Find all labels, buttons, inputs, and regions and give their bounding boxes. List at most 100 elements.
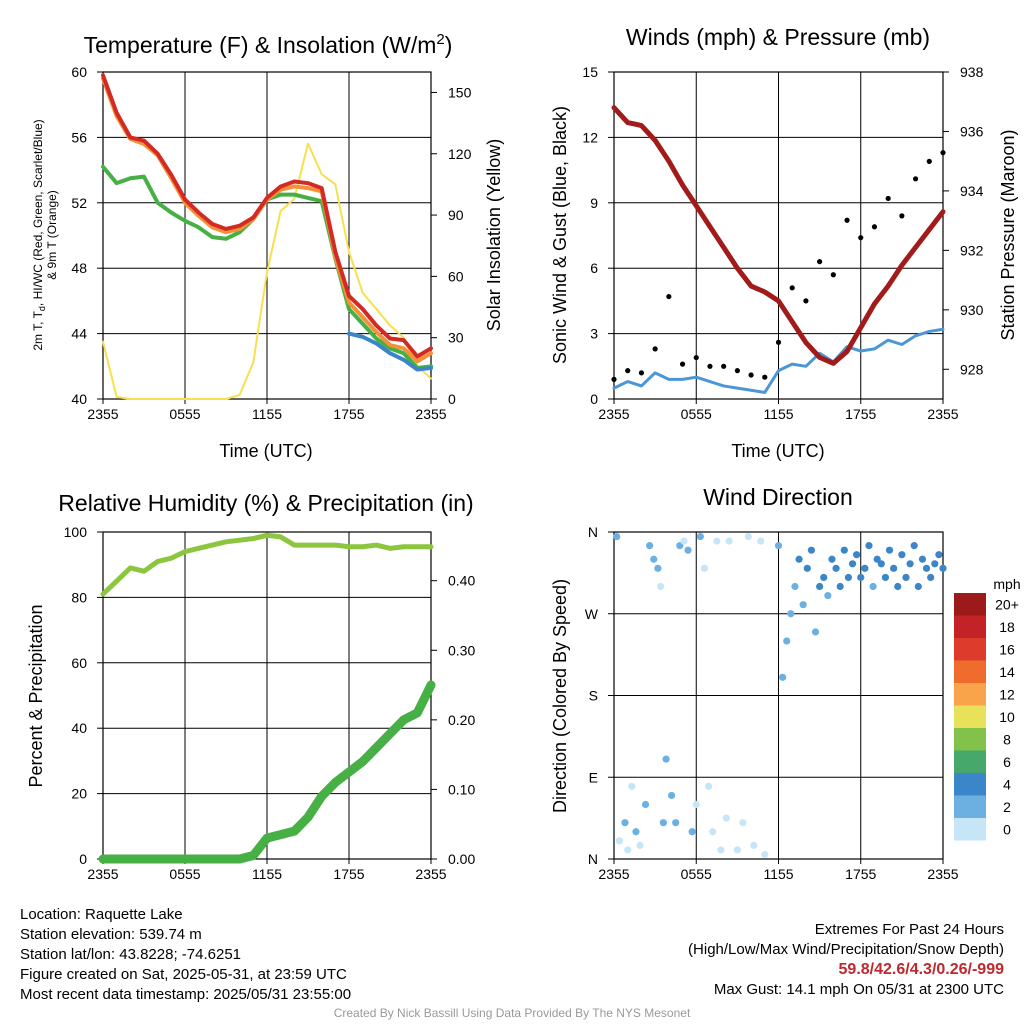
gust-point [789, 285, 795, 291]
direction-point [857, 573, 865, 582]
direction-point [828, 555, 836, 563]
direction-point [757, 537, 765, 545]
rh-ytick-label: 60 [71, 655, 87, 671]
direction-point [632, 828, 640, 836]
legend-swatch [954, 660, 986, 683]
rh-y2tick-label: 0.00 [448, 851, 475, 867]
rh-xtick-label: 1155 [252, 866, 282, 882]
legend-label: 8 [1003, 731, 1011, 747]
temp-y2tick-label: 120 [448, 146, 472, 162]
solar-insolation-line [102, 142, 432, 400]
direction-point [650, 555, 658, 563]
gust-point [721, 363, 727, 369]
legend-label: 0 [1003, 821, 1011, 837]
direction-point [709, 828, 717, 836]
wind-ylabel-left: Sonic Wind & Gust (Blue, Black) [550, 106, 570, 364]
temp-xtick-label: 1155 [252, 406, 282, 422]
direction-point [739, 819, 747, 827]
gust-point [638, 370, 645, 376]
latlon: Station lat/lon: 43.8228; -74.6251 [20, 946, 242, 963]
wind-ytick-label: 3 [590, 326, 598, 342]
temp-ytick-label: 52 [71, 195, 87, 211]
direction-point [865, 542, 873, 550]
legend-swatch [954, 818, 986, 841]
legend-title: mph [993, 576, 1020, 592]
temp-ytick-label: 56 [71, 129, 87, 145]
temp-xtick-label: 0555 [169, 406, 200, 422]
direction-point [820, 573, 828, 582]
rh-y2tick-label: 0.30 [448, 642, 475, 658]
rh-y2tick-label: 0.10 [448, 781, 475, 797]
direction-point [811, 628, 820, 636]
rh-ytick-label: 80 [71, 589, 87, 605]
dir-ytick-label: E [589, 769, 598, 785]
direction-point [717, 846, 725, 854]
temp-y2tick-label: 90 [448, 207, 464, 223]
gust-point [885, 195, 891, 202]
dir-ytick-label: N [588, 524, 598, 540]
direction-point [910, 542, 918, 550]
direction-point [918, 555, 927, 563]
wind-y2tick-label: 928 [960, 361, 984, 377]
rh-ytick-label: 100 [64, 524, 88, 540]
gust-point [625, 368, 631, 374]
direction-point [935, 551, 943, 559]
direction-point [646, 542, 654, 550]
legend-swatch [954, 728, 986, 751]
direction-point [696, 532, 704, 541]
temp-2m-line [101, 73, 433, 359]
legend-swatch [954, 750, 986, 773]
gust-point [611, 376, 617, 382]
direction-point [621, 819, 629, 827]
direction-point [931, 560, 939, 568]
gust-point [912, 176, 919, 182]
wind-ylabel-right: Station Pressure (Maroon) [998, 129, 1018, 340]
direction-point [840, 546, 848, 554]
wind-y2tick-label: 932 [960, 242, 984, 258]
temp-y2tick-label: 0 [448, 391, 456, 407]
temp-xtick-label: 2355 [87, 406, 118, 422]
gust-point [652, 346, 658, 352]
extremes-info: Extremes For Past 24 Hours (High/Low/Max… [688, 920, 1004, 1000]
legend-label: 6 [1003, 754, 1011, 770]
dir-ylabel: Direction (Colored By Speed) [550, 579, 570, 813]
temp-ytick-label: 60 [71, 64, 87, 80]
dir-ytick-label: W [585, 606, 599, 622]
direction-point [939, 564, 947, 572]
legend-label: 12 [999, 686, 1015, 702]
direction-point [624, 846, 632, 854]
direction-point [906, 560, 914, 568]
extremes-subtitle: (High/Low/Max Wind/Precipitation/Snow De… [688, 941, 1004, 958]
wind-y2tick-label: 936 [960, 123, 984, 139]
temp-y2tick-label: 60 [448, 268, 464, 284]
direction-point [725, 537, 733, 545]
temp-title: Temperature (F) & Insolation (W/m2) [84, 31, 453, 58]
direction-point [898, 551, 906, 559]
wind-ytick-label: 15 [582, 64, 598, 80]
gust-point [679, 361, 686, 367]
legend-swatch [954, 683, 986, 706]
wind-xlabel: Time (UTC) [731, 441, 824, 461]
gust-point [762, 374, 768, 380]
gust-point [844, 217, 850, 223]
direction-point [832, 564, 840, 572]
temp-ylabel-1: 2m T, Td, HI/WC (Red, Green, Scarlet/Blu… [31, 119, 47, 350]
legend-swatch [954, 593, 986, 616]
station-info: Location: Raquette Lake Station elevatio… [20, 905, 351, 1005]
gust-point [858, 235, 864, 241]
dir-xtick-label: 0555 [681, 866, 712, 882]
temp-xlabel: Time (UTC) [219, 441, 312, 461]
direction-point [680, 537, 688, 545]
direction-point [662, 755, 670, 763]
direction-point [628, 782, 636, 790]
direction-point [861, 564, 869, 572]
temp-ytick-label: 44 [71, 326, 87, 342]
gust-point [693, 354, 699, 361]
direction-point [615, 837, 624, 845]
rh-ytick-label: 40 [71, 720, 87, 736]
direction-point [657, 582, 665, 591]
direction-point [733, 846, 741, 854]
direction-point [684, 546, 692, 554]
rh-line [100, 532, 434, 597]
temp-ytick-label: 40 [71, 391, 87, 407]
